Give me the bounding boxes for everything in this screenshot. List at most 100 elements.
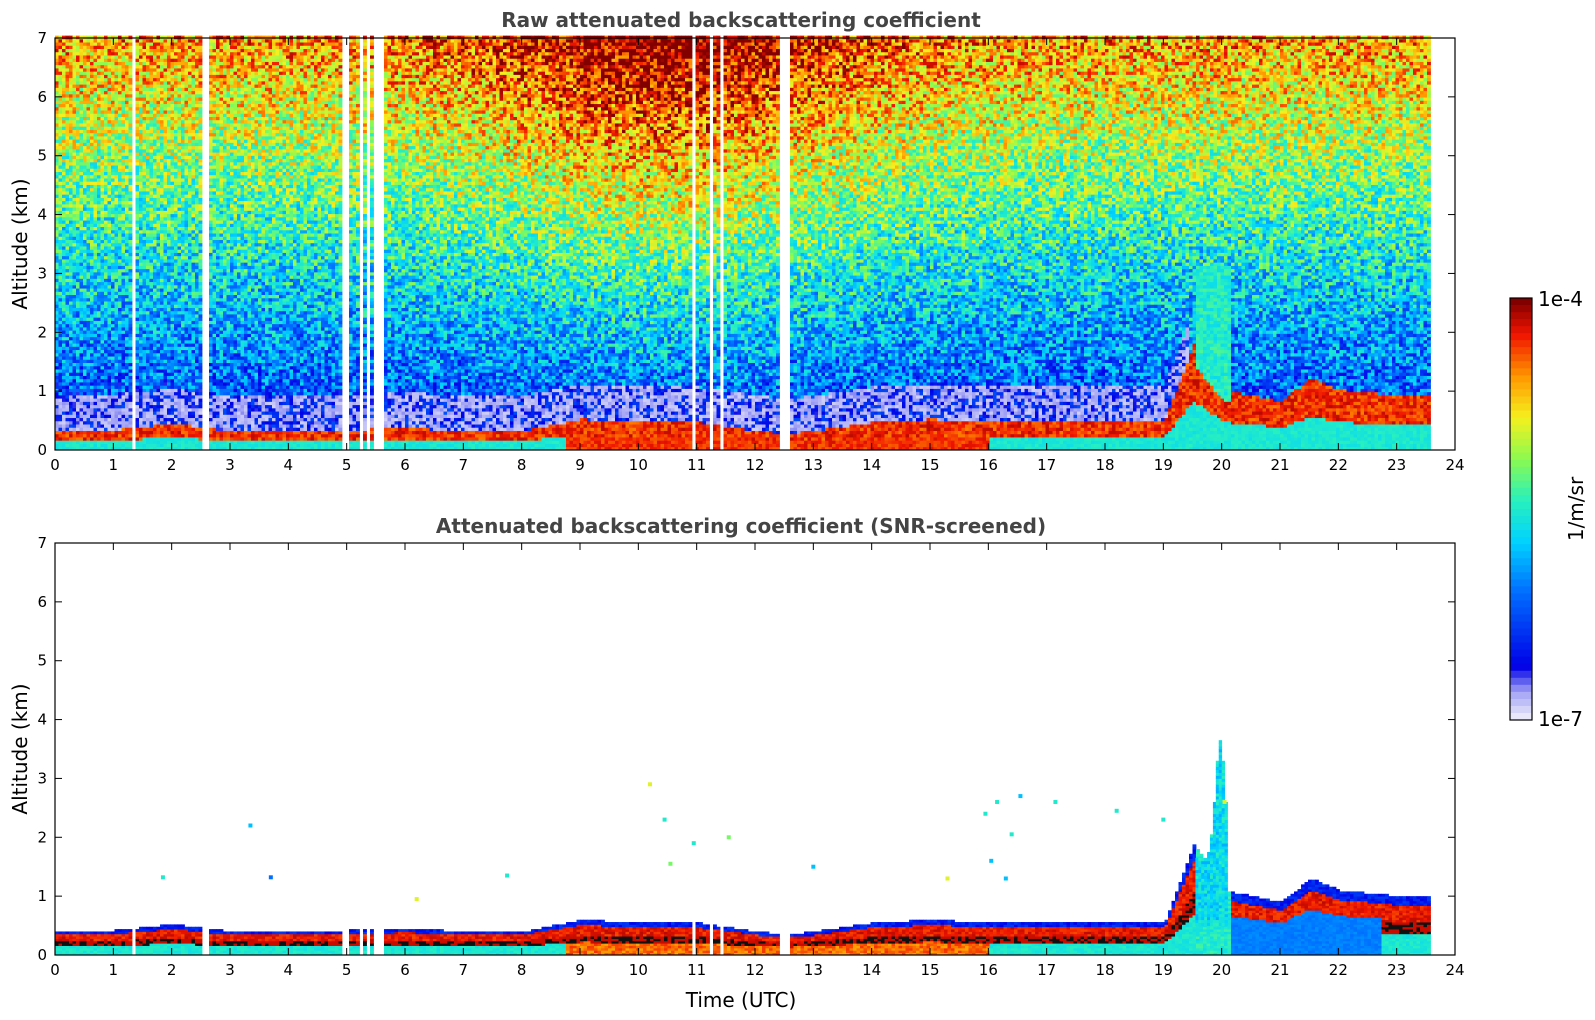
heat-cell <box>135 200 140 205</box>
heat-cell <box>118 119 122 124</box>
heat-cell <box>90 113 94 117</box>
heat-cell <box>153 161 157 166</box>
heat-cell <box>167 216 171 221</box>
heat-cell <box>170 93 175 98</box>
heat-cell <box>55 420 59 425</box>
heat-cell <box>149 271 154 276</box>
heat-cell <box>111 288 115 292</box>
heat-cell <box>149 74 154 79</box>
heat-cell <box>97 414 101 419</box>
heat-cell <box>160 181 164 185</box>
heat-cell <box>107 252 112 257</box>
heat-cell <box>79 187 84 192</box>
heat-cell <box>97 106 101 111</box>
heat-cell <box>170 136 175 140</box>
heat-cell <box>65 100 70 105</box>
heat-cell <box>184 294 189 299</box>
heat-cell <box>55 407 59 412</box>
heat-cell <box>104 275 108 279</box>
heat-cell <box>118 304 122 308</box>
heat-cell <box>72 369 77 373</box>
heat-cell <box>184 178 189 182</box>
heat-cell <box>135 382 140 386</box>
heat-cell <box>181 191 185 195</box>
heat-cell <box>107 420 112 425</box>
heat-cell <box>156 424 161 428</box>
heat-cell <box>121 223 126 228</box>
heat-cell <box>146 352 150 357</box>
heat-cell <box>163 58 168 62</box>
heat-cell <box>111 346 115 351</box>
heat-cell <box>104 100 108 105</box>
heat-cell <box>181 430 185 435</box>
heat-cell <box>146 123 150 127</box>
heat-cell <box>114 132 119 137</box>
heat-cell <box>156 326 161 331</box>
heat-cell <box>181 187 185 192</box>
heat-cell <box>160 100 164 105</box>
heat-cell <box>104 339 108 344</box>
heat-cell <box>69 197 73 202</box>
heat-cell <box>79 158 84 163</box>
heat-cell <box>139 123 143 127</box>
heat-cell <box>104 194 108 198</box>
heat-cell <box>170 233 175 237</box>
heat-cell <box>163 294 168 299</box>
heat-cell <box>76 343 80 347</box>
heat-cell <box>160 346 164 351</box>
heat-cell <box>170 420 175 425</box>
heat-cell <box>167 336 171 341</box>
heat-cell <box>146 336 150 341</box>
heat-cell <box>149 126 154 130</box>
heat-cell <box>191 197 196 202</box>
heat-cell <box>97 132 101 137</box>
heat-cell <box>146 420 150 425</box>
heat-cell <box>121 42 126 46</box>
heat-cell <box>104 359 108 363</box>
heat-cell <box>149 119 154 124</box>
heat-cell <box>107 378 112 383</box>
heat-cell <box>83 142 87 147</box>
heat-cell <box>121 323 126 328</box>
heat-cell <box>153 187 157 192</box>
heat-cell <box>167 110 171 114</box>
heat-cell <box>114 197 119 202</box>
heat-cell <box>58 317 63 321</box>
heat-cell <box>177 294 182 299</box>
heat-cell <box>167 437 171 441</box>
heat-cell <box>167 446 171 451</box>
heat-cell <box>65 310 70 315</box>
heat-cell <box>100 64 105 69</box>
heat-cell <box>100 301 105 305</box>
heat-cell <box>69 93 73 98</box>
heat-cell <box>90 443 94 448</box>
heat-cell <box>97 155 101 160</box>
heat-cell <box>114 333 119 338</box>
heat-cell <box>90 233 94 237</box>
heat-cell <box>76 51 80 56</box>
heat-cell <box>90 126 94 130</box>
heat-cell <box>181 171 185 176</box>
heat-cell <box>114 142 119 147</box>
heat-cell <box>118 443 122 448</box>
heat-cell <box>174 301 178 305</box>
heat-cell <box>76 68 80 72</box>
heat-cell <box>188 103 192 108</box>
heat-cell <box>62 252 66 257</box>
heat-cell <box>153 194 157 198</box>
heat-cell <box>153 336 157 341</box>
heat-cell <box>128 346 133 351</box>
heat-cell <box>160 48 164 53</box>
heat-cell <box>191 262 196 266</box>
heat-cell <box>97 100 101 105</box>
heat-cell <box>153 71 157 75</box>
heat-cell <box>174 333 178 338</box>
heat-cell <box>167 148 171 153</box>
heat-cell <box>139 249 143 253</box>
heat-cell <box>72 394 77 399</box>
heat-cell <box>114 42 119 46</box>
heat-cell <box>118 359 122 363</box>
heat-cell <box>107 181 112 185</box>
heat-cell <box>125 200 129 205</box>
heat-cell <box>86 372 91 376</box>
